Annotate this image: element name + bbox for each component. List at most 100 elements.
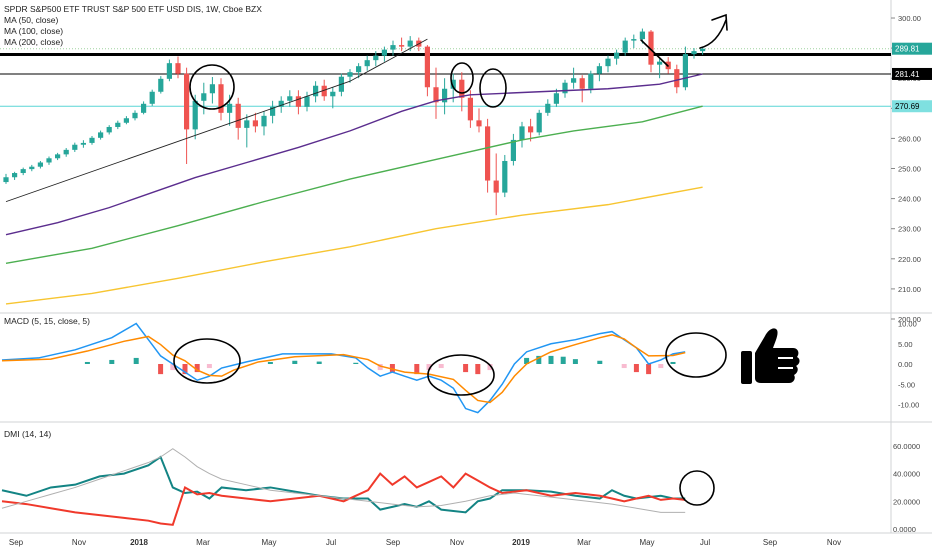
macd-tick-label: 10.00 <box>898 320 917 329</box>
candle-body <box>605 58 611 67</box>
candle-body <box>407 40 413 47</box>
candle-body <box>700 48 706 52</box>
price-label-box <box>892 42 932 55</box>
candle-body <box>571 78 577 83</box>
x-tick-label: Nov <box>72 538 86 547</box>
candle-body <box>3 177 9 183</box>
ink-line <box>640 39 669 67</box>
macd-histogram-bar <box>658 364 664 369</box>
thumbs-up-icon <box>741 328 800 384</box>
macd-histogram-bar <box>426 364 432 371</box>
macd-histogram-bar <box>316 361 322 364</box>
price-label-box <box>892 67 932 80</box>
macd-line <box>1 334 686 404</box>
x-tick-label: Mar <box>196 538 210 547</box>
ma200-label: MA (200, close) <box>4 37 64 47</box>
candle-body <box>648 31 654 65</box>
candle-body <box>29 166 35 170</box>
candle-body <box>536 112 542 133</box>
macd-histogram-bar <box>267 361 273 364</box>
candle-body <box>562 82 568 94</box>
candle-body <box>442 88 448 103</box>
candle-body <box>682 54 688 88</box>
candle-body <box>502 160 508 193</box>
candle-body <box>450 79 456 89</box>
candle-body <box>149 91 155 104</box>
price-tick-label: 220.00 <box>898 255 921 264</box>
candle-body <box>321 85 327 97</box>
candle-body <box>98 132 104 138</box>
macd-histogram-bar <box>475 364 481 375</box>
candle-body <box>37 162 43 167</box>
candle-body <box>356 66 362 73</box>
dmi-tick-label: 0.0000 <box>893 525 916 534</box>
candle-body <box>674 69 680 88</box>
candle-body <box>201 93 207 101</box>
macd-histogram-bar <box>158 364 164 375</box>
macd-pane <box>1 322 686 414</box>
candle-body <box>433 87 439 103</box>
price-label: 270.69 <box>895 102 920 111</box>
macd-histogram-bar <box>109 359 115 364</box>
candle-body <box>89 137 95 143</box>
candle-body <box>63 149 69 155</box>
x-tick-label: 2018 <box>130 538 148 547</box>
candle-body <box>141 103 147 113</box>
macd-histogram-bar <box>572 359 578 364</box>
macd-tick-label: -10.00 <box>898 401 919 410</box>
candle-body <box>553 93 559 104</box>
dmi-line <box>1 472 686 526</box>
candle-body <box>399 45 405 47</box>
candle-body <box>123 118 129 123</box>
macd-histogram-bar <box>463 364 469 373</box>
macd-histogram-bar <box>353 362 359 364</box>
candle-body <box>166 63 172 79</box>
macd-histogram-bar <box>487 364 493 371</box>
chart-legend: SPDR S&P500 ETF TRUST S&P 500 ETF USD DI… <box>4 4 262 48</box>
candle-body <box>545 103 551 113</box>
x-tick-label: Jul <box>700 538 710 547</box>
ma-line <box>5 73 703 236</box>
trend-line <box>5 38 428 203</box>
candle-body <box>330 91 336 97</box>
candle-body <box>588 73 594 89</box>
candle-body <box>347 72 353 77</box>
candle-body <box>132 112 138 119</box>
macd-histogram-bar <box>133 357 139 364</box>
x-tick-label: May <box>639 538 654 547</box>
macd-tick-label: 0.00 <box>898 360 913 369</box>
x-tick-label: Mar <box>577 538 591 547</box>
macd-histogram-bar <box>646 364 652 375</box>
price-tick-label: 210.00 <box>898 285 921 294</box>
candle-body <box>46 158 52 163</box>
candle-body <box>175 63 181 74</box>
macd-histogram-bar <box>597 360 603 364</box>
candle-body <box>12 173 18 178</box>
candle-body <box>485 126 491 181</box>
macd-line <box>1 322 686 414</box>
candle-body <box>390 45 396 50</box>
candle-body <box>639 31 645 40</box>
candle-body <box>55 154 61 159</box>
chart-title: SPDR S&P500 ETF TRUST S&P 500 ETF USD DI… <box>4 4 262 14</box>
price-tick-label: 250.00 <box>898 165 921 174</box>
x-tick-label: May <box>261 538 276 547</box>
macd-histogram-bar <box>206 364 212 369</box>
macd-histogram-bar <box>548 355 554 364</box>
x-tick-label: Nov <box>450 538 464 547</box>
ink-circle <box>173 338 241 384</box>
candle-body <box>261 115 267 127</box>
x-tick-label: Sep <box>9 538 24 547</box>
ma50-label: MA (50, close) <box>4 15 59 25</box>
ink-arrow-shaft <box>699 19 727 49</box>
candle-body <box>519 126 525 140</box>
candle-body <box>158 78 164 92</box>
thumbs-up-cuff <box>741 351 752 384</box>
candle-body <box>192 100 198 130</box>
candle-body <box>209 84 215 94</box>
candle-body <box>106 126 112 133</box>
candle-body <box>657 61 663 65</box>
candle-body <box>493 180 499 193</box>
x-tick-label: Nov <box>827 538 841 547</box>
